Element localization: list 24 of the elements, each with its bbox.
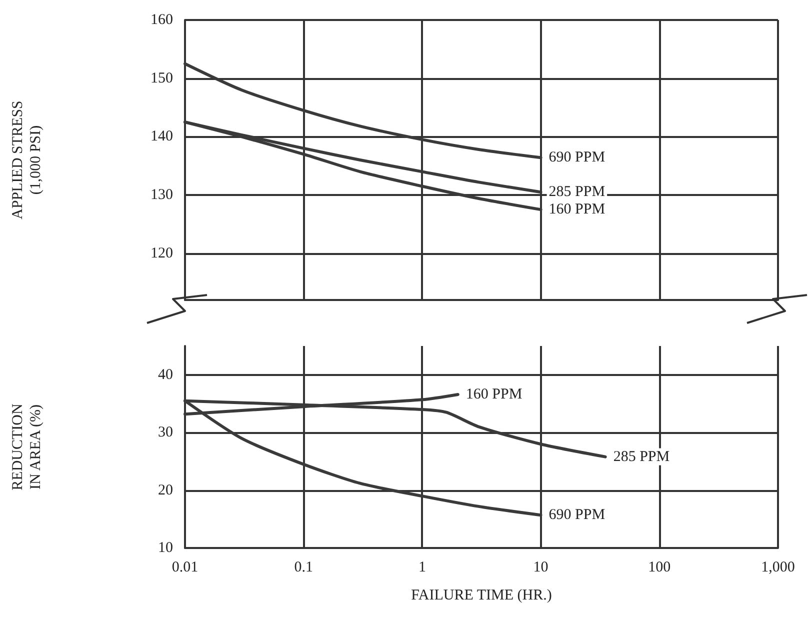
x-tick-label: 1 bbox=[418, 560, 426, 576]
x-tick-label: 0.01 bbox=[172, 560, 198, 576]
x-axis-title: FAILURE TIME (HR.) bbox=[411, 588, 552, 604]
series-label: 285 PPM bbox=[613, 448, 670, 465]
y-tick-label: 20 bbox=[158, 482, 173, 498]
y-axis-title: REDUCTION IN AREA (%) bbox=[10, 404, 44, 490]
y-tick-label: 10 bbox=[158, 540, 173, 556]
y-tick-label: 120 bbox=[150, 245, 173, 262]
series-label: 690 PPM bbox=[548, 150, 606, 166]
y-axis-title: APPLIED STRESS (1,000 PSI) bbox=[10, 100, 44, 220]
series-label: 160 PPM bbox=[466, 386, 522, 402]
y-tick-label: 30 bbox=[158, 424, 173, 441]
series-label: 690 PPM bbox=[548, 507, 606, 524]
x-tick-label: 0.1 bbox=[294, 560, 313, 576]
x-tick-label: 100 bbox=[648, 560, 671, 576]
y-tick-label: 150 bbox=[150, 70, 173, 86]
x-tick-label: 10 bbox=[533, 560, 548, 576]
y-tick-label: 140 bbox=[150, 128, 173, 145]
x-tick-label: 1,000 bbox=[761, 560, 795, 576]
y-tick-label: 40 bbox=[158, 366, 173, 383]
y-tick-label: 130 bbox=[150, 187, 173, 203]
series-label: 285 PPM bbox=[548, 184, 606, 200]
y-tick-label: 160 bbox=[150, 12, 173, 28]
series-label: 160 PPM bbox=[548, 202, 606, 218]
